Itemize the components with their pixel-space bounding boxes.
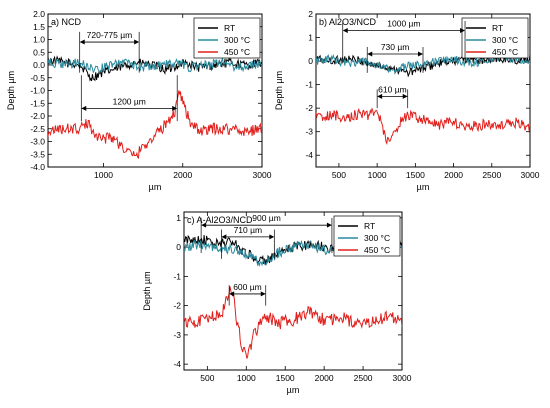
series-line: [184, 286, 402, 359]
arrow-head-right: [134, 39, 140, 45]
annotation-label: 610 µm: [378, 84, 407, 94]
legend-label: RT: [224, 23, 235, 33]
arrow-head-right: [402, 93, 408, 99]
y-tick-label: -2.5: [30, 124, 45, 134]
legend-label: RT: [492, 23, 503, 33]
y-axis-title: Depth µm: [142, 271, 152, 310]
y-tick-label: 1.0: [33, 35, 45, 45]
y-tick-label: 1.5: [33, 22, 45, 32]
arrow-head-left: [367, 51, 373, 57]
y-tick-label: -2.0: [30, 111, 45, 121]
x-tick-label: 1500: [276, 373, 295, 383]
arrow-head-right: [172, 105, 178, 111]
x-tick-label: 2500: [482, 170, 501, 180]
legend-label: 450 °C: [364, 245, 390, 255]
legend-label: 300 °C: [224, 35, 250, 45]
x-tick-label: 2000: [315, 373, 334, 383]
y-tick-label: -2: [305, 103, 313, 113]
x-tick-label: 1000: [368, 170, 387, 180]
x-axis-title: µm: [149, 182, 162, 192]
legend-label: 450 °C: [492, 47, 518, 57]
y-tick-label: -3: [305, 127, 313, 137]
y-tick-label: -4: [173, 359, 181, 369]
panel-label: a) NCD: [51, 17, 82, 27]
y-tick-label: 2: [308, 9, 313, 19]
panel-label: c) A-Al2O3/NCD: [187, 215, 253, 225]
y-tick-label: 2.0: [33, 9, 45, 19]
y-tick-label: 0: [176, 242, 181, 252]
series-line: [48, 56, 262, 75]
legend-label: 300 °C: [492, 35, 518, 45]
y-tick-label: 0: [308, 56, 313, 66]
y-tick-label: -3: [173, 330, 181, 340]
arrow-head-left: [81, 105, 87, 111]
arrow-head-left: [229, 291, 235, 297]
legend-label: 300 °C: [364, 233, 390, 243]
legend-label: RT: [364, 221, 375, 231]
y-tick-label: 0.5: [33, 47, 45, 57]
chart-panel: 1 0 -1 -2 -3 -4 500 1000 1500 2000 2500 3000 µm Depth…: [142, 211, 412, 395]
annotation-label: 1200 µm: [113, 96, 146, 106]
arrow-head-right: [326, 222, 332, 228]
y-axis-title: Depth µm: [274, 71, 284, 110]
annotation-label: 730 µm: [381, 42, 410, 52]
x-tick-label: 3000: [253, 170, 272, 180]
x-tick-label: 1500: [406, 170, 425, 180]
annotation-label: 900 µm: [252, 213, 281, 223]
x-tick-label: 2000: [444, 170, 463, 180]
arrow-head-left: [342, 27, 348, 33]
arrow-head-right: [460, 27, 466, 33]
x-tick-label: 1000: [94, 170, 113, 180]
arrow-head-right: [269, 234, 275, 240]
annotation-label: 710 µm: [234, 225, 263, 235]
arrow-head-left: [377, 93, 383, 99]
x-tick-label: 1000: [237, 373, 256, 383]
y-tick-label: -1: [173, 271, 181, 281]
y-tick-label: -3.0: [30, 137, 45, 147]
x-tick-label: 3000: [393, 373, 412, 383]
series-line: [316, 107, 530, 145]
arrow-head-left: [221, 234, 227, 240]
y-tick-label: 0.0: [33, 60, 45, 70]
chart-panel: 2 1 0 -1 -2 -3 -4 500 1000 1500 2000 2500 3000 µm Dept…: [274, 9, 540, 192]
x-tick-label: 500: [200, 373, 214, 383]
x-axis-title: µm: [287, 385, 300, 395]
annotation-label: 600 µm: [233, 282, 262, 292]
y-tick-label: -1.0: [30, 86, 45, 96]
series-line: [48, 90, 262, 159]
y-tick-label: 1: [308, 33, 313, 43]
panel-label: b) Al2O3/NCD: [319, 17, 377, 27]
x-tick-label: 2000: [173, 170, 192, 180]
y-tick-label: 1: [176, 213, 181, 223]
x-tick-label: 2500: [354, 373, 373, 383]
annotation-label: 1000 µm: [387, 18, 420, 28]
chart-panel: 2.0 1.5 1.0 0.5 0.0 -0.5 -1.0 -1.5 -2.0 -2.5 -3.0 -…: [6, 9, 272, 192]
x-tick-label: 3000: [521, 170, 540, 180]
legend-label: 450 °C: [224, 47, 250, 57]
y-tick-label: -3.5: [30, 149, 45, 159]
y-axis-title: Depth µm: [6, 71, 16, 110]
arrow-head-left: [201, 222, 207, 228]
y-tick-label: -1: [305, 80, 313, 90]
y-tick-label: -0.5: [30, 73, 45, 83]
x-axis-title: µm: [417, 182, 430, 192]
annotation-label: 720-775 µm: [87, 30, 133, 40]
arrow-head-right: [260, 291, 266, 297]
x-tick-label: 500: [332, 170, 346, 180]
arrow-head-right: [418, 51, 423, 57]
y-tick-label: -4.0: [30, 162, 45, 172]
y-tick-label: -2: [173, 301, 181, 311]
arrow-head-left: [79, 39, 85, 45]
y-tick-label: -1.5: [30, 98, 45, 108]
y-tick-label: -4: [305, 150, 313, 160]
